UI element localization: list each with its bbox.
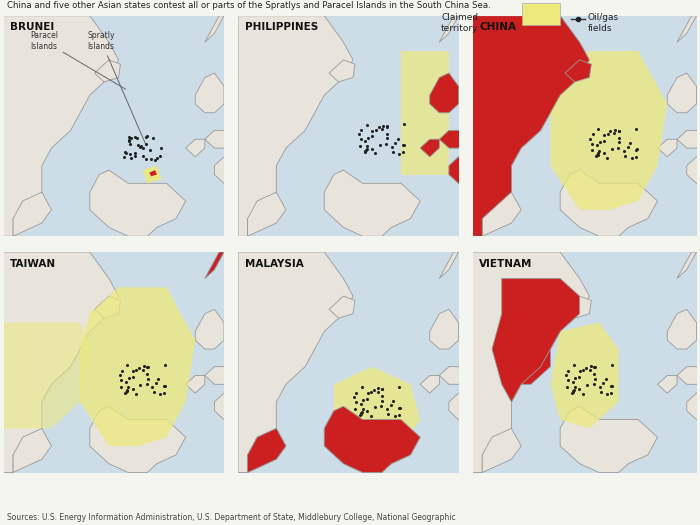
Polygon shape: [401, 51, 449, 174]
Polygon shape: [205, 16, 224, 42]
Polygon shape: [657, 375, 677, 393]
Polygon shape: [420, 375, 440, 393]
Polygon shape: [440, 16, 459, 42]
Polygon shape: [440, 252, 459, 278]
Polygon shape: [440, 130, 468, 148]
Polygon shape: [94, 60, 120, 82]
Polygon shape: [687, 393, 700, 424]
Polygon shape: [420, 139, 440, 157]
Polygon shape: [329, 296, 355, 318]
Polygon shape: [90, 406, 186, 472]
Polygon shape: [667, 73, 696, 113]
Polygon shape: [560, 406, 657, 472]
Text: Claimed
territory: Claimed territory: [441, 13, 479, 33]
Polygon shape: [248, 192, 286, 236]
Polygon shape: [440, 366, 468, 384]
Polygon shape: [205, 130, 234, 148]
Polygon shape: [430, 73, 459, 113]
Polygon shape: [195, 73, 224, 113]
Polygon shape: [565, 60, 592, 82]
Polygon shape: [186, 375, 205, 393]
Polygon shape: [440, 130, 468, 148]
Text: TAIWAN: TAIWAN: [10, 259, 56, 269]
Polygon shape: [492, 278, 580, 402]
Polygon shape: [449, 393, 487, 424]
Polygon shape: [248, 428, 286, 472]
Polygon shape: [482, 192, 522, 236]
Polygon shape: [687, 157, 700, 188]
Polygon shape: [565, 60, 592, 82]
Polygon shape: [238, 16, 353, 236]
Polygon shape: [238, 252, 353, 472]
Text: Sources: U.S. Energy Information Administration, U.S. Department of State, Middl: Sources: U.S. Energy Information Adminis…: [7, 513, 456, 522]
Polygon shape: [677, 130, 700, 148]
Polygon shape: [430, 73, 459, 113]
Text: China and five other Asian states contest all or parts of the Spratlys and Parac: China and five other Asian states contes…: [7, 1, 491, 10]
Polygon shape: [550, 51, 667, 210]
Polygon shape: [205, 366, 234, 384]
Polygon shape: [248, 428, 286, 472]
Polygon shape: [677, 252, 696, 278]
Text: BRUNEI: BRUNEI: [10, 23, 55, 33]
Polygon shape: [4, 16, 118, 236]
Polygon shape: [449, 157, 487, 188]
Polygon shape: [4, 252, 118, 472]
Text: PHILIPPINES: PHILIPPINES: [244, 23, 318, 33]
Polygon shape: [657, 139, 677, 157]
Polygon shape: [473, 16, 589, 236]
Polygon shape: [473, 16, 589, 236]
Polygon shape: [94, 296, 120, 318]
Polygon shape: [560, 170, 657, 236]
Text: Spratly
Islands: Spratly Islands: [88, 31, 146, 145]
Polygon shape: [80, 287, 195, 446]
Polygon shape: [205, 252, 224, 278]
Polygon shape: [473, 252, 589, 472]
Polygon shape: [195, 309, 224, 349]
Polygon shape: [143, 166, 162, 183]
Polygon shape: [13, 428, 51, 472]
Polygon shape: [550, 322, 619, 428]
Polygon shape: [430, 309, 459, 349]
Polygon shape: [205, 252, 224, 278]
Polygon shape: [329, 60, 355, 82]
Polygon shape: [324, 406, 420, 472]
Text: MALAYSIA: MALAYSIA: [244, 259, 303, 269]
Polygon shape: [214, 393, 253, 424]
Polygon shape: [420, 139, 440, 157]
Text: VIETNAM: VIETNAM: [480, 259, 533, 269]
Polygon shape: [13, 192, 51, 236]
Polygon shape: [449, 157, 487, 188]
Polygon shape: [334, 366, 420, 446]
Polygon shape: [90, 170, 186, 236]
Polygon shape: [324, 406, 420, 472]
Text: CHINA: CHINA: [480, 23, 516, 33]
Polygon shape: [677, 366, 700, 384]
Text: Oil/gas
fields: Oil/gas fields: [588, 13, 619, 33]
Text: Paracel
Islands: Paracel Islands: [30, 31, 126, 89]
Polygon shape: [522, 305, 565, 384]
Polygon shape: [324, 170, 420, 236]
Polygon shape: [667, 309, 696, 349]
Polygon shape: [4, 322, 90, 428]
Polygon shape: [565, 296, 592, 318]
Polygon shape: [186, 139, 205, 157]
Polygon shape: [149, 170, 157, 176]
Polygon shape: [482, 428, 522, 472]
Polygon shape: [214, 157, 253, 188]
Polygon shape: [677, 16, 696, 42]
